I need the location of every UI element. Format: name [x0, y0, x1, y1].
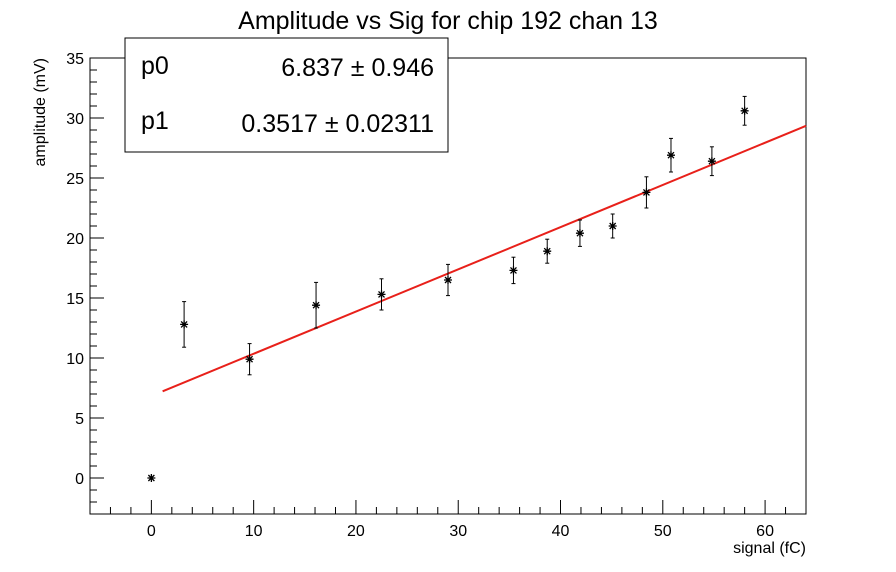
stats-p0-name: p0: [141, 52, 169, 80]
fit-line: [162, 124, 807, 393]
star-marker: [245, 355, 254, 364]
points-layer: [147, 95, 749, 482]
x-tick-label: 60: [756, 523, 774, 540]
y-axis: 0 5 10 15 20 25 30 35: [66, 51, 104, 515]
x-tick-label: 50: [654, 523, 672, 540]
data-point: [245, 343, 254, 376]
data-point: [312, 281, 321, 329]
y-tick-label: 0: [75, 471, 84, 488]
stats-p1-name: p1: [141, 107, 169, 135]
data-point: [642, 176, 651, 209]
data-point: [444, 263, 452, 297]
chart-title: Amplitude vs Sig for chip 192 chan 13: [238, 7, 658, 35]
star-marker: [740, 106, 749, 115]
star-marker: [666, 151, 675, 160]
y-tick-label: 35: [66, 51, 84, 68]
y-tick-label: 5: [75, 411, 84, 428]
star-marker: [642, 188, 651, 197]
x-tick-label: 20: [347, 523, 365, 540]
star-marker: [377, 290, 386, 299]
data-point: [575, 219, 584, 247]
y-tick-label: 30: [66, 111, 84, 128]
stats-p0-value: 6.837 ± 0.946: [281, 54, 434, 82]
x-tick-label: 30: [449, 523, 467, 540]
star-marker: [608, 222, 617, 230]
data-point: [147, 474, 156, 482]
star-marker: [543, 247, 552, 256]
fit-layer: [162, 124, 807, 393]
data-point: [740, 95, 749, 126]
y-tick-label: 15: [66, 291, 84, 308]
data-point: [509, 256, 518, 285]
y-tick-label: 25: [66, 171, 84, 188]
x-tick-label: 0: [147, 523, 156, 540]
star-marker: [147, 474, 156, 482]
stats-p1-value: 0.3517 ± 0.02311: [241, 110, 434, 138]
stats-box-frame: [124, 37, 449, 153]
y-tick-label: 20: [66, 231, 84, 248]
y-axis-label: amplitude (mV): [32, 58, 49, 166]
star-marker: [509, 266, 518, 275]
data-point: [377, 278, 386, 311]
data-point: [666, 137, 675, 173]
data-point: [543, 238, 552, 264]
y-tick-label: 10: [66, 351, 84, 368]
star-marker: [312, 301, 321, 310]
star-marker: [707, 157, 716, 166]
stats-box: p0 6.837 ± 0.946 p1 0.3517 ± 0.02311: [124, 37, 449, 153]
data-point: [608, 213, 617, 239]
data-point: [180, 301, 189, 348]
data-point: [707, 146, 716, 177]
star-marker: [180, 320, 189, 329]
x-axis-label: signal (fC): [733, 540, 806, 557]
x-tick-label: 40: [552, 523, 570, 540]
x-axis: 0 10 20 30 40 50 60: [89, 500, 807, 540]
x-tick-label: 10: [245, 523, 263, 540]
star-marker: [575, 229, 584, 238]
star-marker: [444, 276, 452, 284]
